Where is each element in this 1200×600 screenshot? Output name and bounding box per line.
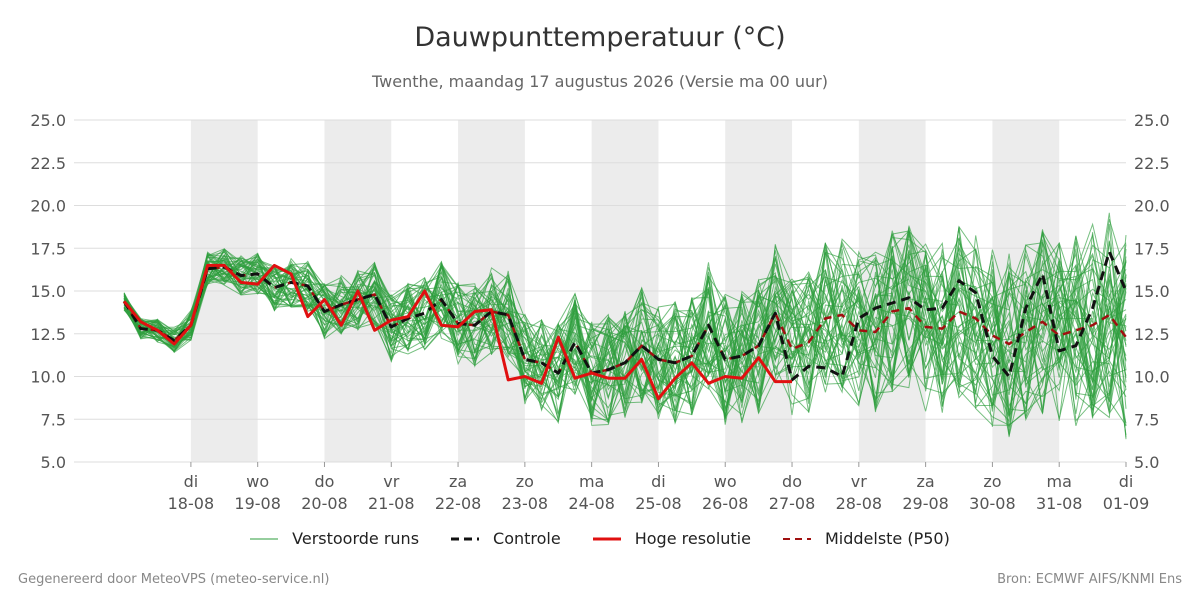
x-tick-day-label: di: [651, 472, 666, 491]
x-tick-date-label: 19-08: [234, 494, 281, 513]
chart-title: Dauwpunttemperatuur (°C): [414, 22, 786, 53]
y-tick-label-left: 17.5: [30, 239, 66, 258]
y-tick-label-left: 10.0: [30, 368, 66, 387]
y-tick-label-right: 25.0: [1134, 111, 1170, 130]
y-tick-label-left: 5.0: [41, 453, 66, 472]
y-tick-label-right: 10.0: [1134, 368, 1170, 387]
ensemble-runs: [123, 212, 1127, 440]
x-tick-day-label: zo: [516, 472, 534, 491]
series-line-hires: [122, 263, 792, 401]
x-tick-date-label: 20-08: [301, 494, 348, 513]
ensemble-run-line: [123, 219, 1127, 424]
x-tick-day-label: zo: [983, 472, 1001, 491]
x-tick-date-label: 29-08: [902, 494, 949, 513]
x-tick-day-label: ma: [579, 472, 604, 491]
x-tick-day-label: za: [449, 472, 467, 491]
ensemble-run-line: [123, 235, 1127, 411]
legend-label-ensemble: Verstoorde runs: [292, 529, 420, 548]
chart-subtitle: Twenthe, maandag 17 augustus 2026 (Versi…: [372, 72, 828, 91]
legend-swatch-ensemble: [250, 538, 279, 539]
x-tick-day-label: vr: [383, 472, 399, 491]
legend-label-median: Middelste (P50): [824, 529, 950, 548]
x-tick-date-label: 18-08: [168, 494, 215, 513]
x-tick-date-label: 31-08: [1036, 494, 1083, 513]
y-tick-label-right: 5.0: [1134, 453, 1159, 472]
y-tick-label-right: 22.5: [1134, 154, 1170, 173]
y-tick-label-left: 25.0: [30, 111, 66, 130]
x-tick-date-label: 01-09: [1103, 494, 1150, 513]
x-tick-date-label: 25-08: [635, 494, 682, 513]
y-tick-label-right: 17.5: [1134, 239, 1170, 258]
x-tick-day-label: ma: [1047, 472, 1072, 491]
y-tick-label-right: 7.5: [1134, 410, 1159, 429]
x-tick-date-label: 21-08: [368, 494, 415, 513]
x-tick-date-label: 27-08: [769, 494, 816, 513]
chart-legend: Verstoorde runs Controle Hoge resolutie …: [0, 529, 1200, 548]
ensemble-run-line: [123, 212, 1127, 427]
x-tick-date-label: 28-08: [836, 494, 883, 513]
x-tick-day-label: wo: [714, 472, 737, 491]
x-tick-date-label: 24-08: [568, 494, 615, 513]
legend-item-control[interactable]: Controle: [451, 529, 561, 548]
legend-swatch-control: [451, 537, 480, 540]
x-tick-date-label: 30-08: [969, 494, 1016, 513]
y-tick-label-left: 20.0: [30, 197, 66, 216]
ensemble-run-line: [123, 248, 1127, 412]
y-tick-label-left: 7.5: [41, 410, 66, 429]
x-tick-day-label: di: [1119, 472, 1134, 491]
y-tick-label-left: 12.5: [30, 325, 66, 344]
ensemble-run-line: [123, 251, 1127, 438]
x-tick-date-label: 26-08: [702, 494, 749, 513]
ensemble-run-line: [123, 256, 1127, 426]
legend-item-median[interactable]: Middelste (P50): [782, 529, 950, 548]
y-tick-label-left: 15.0: [30, 282, 66, 301]
series-line-control: [122, 250, 1128, 382]
legend-label-hires: Hoge resolutie: [634, 529, 751, 548]
x-tick-date-label: 23-08: [502, 494, 549, 513]
x-tick-day-label: do: [314, 472, 334, 491]
legend-swatch-hires: [592, 537, 621, 540]
y-tick-label-right: 20.0: [1134, 197, 1170, 216]
x-tick-day-label: wo: [246, 472, 269, 491]
x-tick-day-label: do: [782, 472, 802, 491]
x-tick-day-label: vr: [851, 472, 867, 491]
y-tick-label-right: 12.5: [1134, 325, 1170, 344]
x-tick-date-label: 22-08: [435, 494, 482, 513]
ensemble-run-line: [123, 229, 1127, 435]
ensemble-run-line: [123, 262, 1127, 424]
x-tick-day-label: di: [184, 472, 199, 491]
ensemble-run-line: [123, 225, 1127, 421]
y-tick-label-right: 15.0: [1134, 282, 1170, 301]
footer-generated-by: Gegenereerd door MeteoVPS (meteo-service…: [18, 572, 330, 587]
legend-swatch-median: [782, 537, 811, 540]
footer-source: Bron: ECMWF AIFS/KNMI Ens: [997, 572, 1182, 587]
ensemble-run-line: [123, 230, 1127, 426]
legend-item-hires[interactable]: Hoge resolutie: [592, 529, 751, 548]
x-tick-day-label: za: [917, 472, 935, 491]
ensemble-run-line: [123, 243, 1127, 427]
legend-label-control: Controle: [493, 529, 561, 548]
legend-item-ensemble[interactable]: Verstoorde runs: [250, 529, 419, 548]
ensemble-run-line: [123, 261, 1127, 426]
y-tick-label-left: 22.5: [30, 154, 66, 173]
